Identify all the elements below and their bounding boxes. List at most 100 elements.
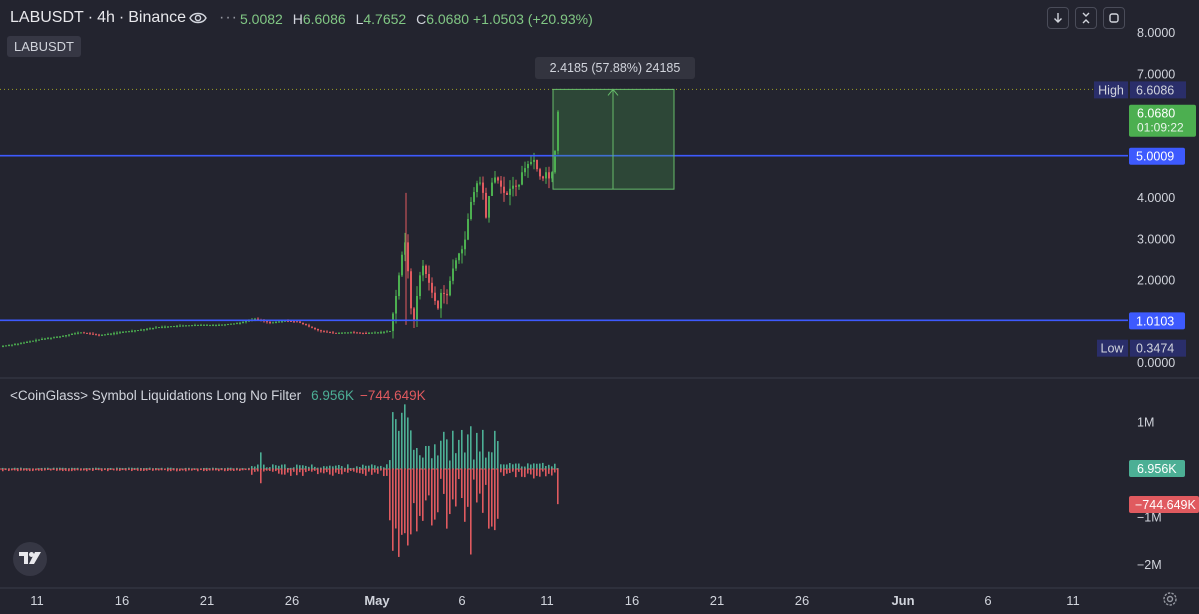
liquidation-bar-negative: [5, 469, 7, 471]
tradingview-logo-icon[interactable]: [13, 542, 47, 576]
liquidation-bar-negative: [239, 469, 241, 472]
liquidation-bar-negative: [140, 469, 142, 471]
candle-body: [344, 332, 346, 334]
liquidation-bar-negative: [326, 469, 328, 473]
x-axis-tick: 11: [1066, 593, 1080, 608]
liquidation-bar-negative: [383, 469, 385, 477]
arrow-down-icon[interactable]: [1047, 7, 1069, 29]
liquidation-bar-positive: [215, 467, 217, 469]
candle-body: [92, 333, 94, 335]
liquidation-bar-negative: [422, 469, 424, 521]
liquidation-bar-positive: [368, 465, 370, 469]
liquidation-bar-negative: [521, 469, 523, 477]
candle-body: [521, 172, 523, 185]
liquidation-bar-positive: [350, 468, 352, 469]
candle-body: [482, 182, 484, 193]
maximize-icon[interactable]: [1103, 7, 1125, 29]
liquidation-bar-positive: [284, 464, 286, 469]
candle-body: [389, 331, 391, 333]
liquidation-bar-positive: [83, 468, 85, 469]
candle-body: [422, 265, 424, 276]
liquidation-bar-negative: [32, 469, 34, 472]
eye-icon[interactable]: [189, 11, 207, 25]
candle-body: [98, 334, 100, 336]
candle-body: [158, 327, 160, 329]
indicator-negative-value: −744.649K: [359, 388, 426, 403]
liquidation-bar-negative: [323, 469, 325, 474]
candle-body: [284, 320, 286, 322]
liquidation-bar-negative: [242, 469, 244, 471]
candle-body: [104, 334, 106, 336]
candle-body: [182, 325, 184, 327]
candle-body: [23, 342, 25, 344]
candle-body: [425, 265, 427, 274]
liquidation-bar-negative: [215, 469, 217, 471]
candle-body: [281, 321, 283, 323]
x-axis-tick: 6: [984, 593, 991, 608]
liquidation-bar-negative: [413, 469, 415, 504]
liquidation-bar-positive: [281, 464, 283, 469]
candle-body: [293, 321, 295, 323]
more-icon[interactable]: ···: [219, 9, 238, 26]
x-axis-tick: 26: [795, 593, 809, 608]
candle-body: [533, 159, 535, 162]
candle-body: [353, 332, 355, 334]
title-separator: ·: [87, 9, 94, 26]
liquidation-bar-negative: [119, 469, 121, 471]
candle-body: [26, 341, 28, 343]
liquidation-bar-positive: [149, 467, 151, 469]
candle-body: [113, 333, 115, 335]
liquidation-bar-negative: [506, 469, 508, 474]
liquidation-bar-positive: [305, 465, 307, 469]
candle-body: [362, 332, 364, 334]
liquidation-bar-positive: [248, 467, 250, 469]
liquidation-bar-positive: [296, 464, 298, 469]
symbol-title[interactable]: LABUSDT · 4h · Binance: [10, 9, 190, 27]
x-axis-tick: 21: [710, 593, 724, 608]
candle-body: [185, 325, 187, 327]
candle-body: [515, 185, 517, 187]
candle-body: [29, 341, 31, 343]
settings-gear-icon[interactable]: [1162, 591, 1178, 607]
liquidation-bar-negative: [536, 469, 538, 476]
indicator-legend[interactable]: <CoinGlass> Symbol Liquidations Long No …: [10, 388, 426, 403]
liquidation-bar-negative: [365, 469, 367, 476]
candle-body: [449, 280, 451, 296]
liquidation-bar-positive: [65, 467, 67, 469]
liquidation-bar-negative: [530, 469, 532, 475]
liquidation-bar-negative: [89, 469, 91, 471]
liquidation-bar-negative: [278, 469, 280, 474]
candle-body: [455, 260, 457, 269]
liquidation-bar-positive: [71, 467, 73, 469]
liquidation-bar-negative: [464, 469, 466, 522]
candle-body: [311, 326, 313, 328]
liquidation-bar-negative: [428, 469, 430, 496]
candle-body: [413, 308, 415, 321]
candle-body: [548, 172, 550, 179]
symbol-tag[interactable]: LABUSDT: [7, 36, 81, 57]
liquidation-bar-negative: [440, 469, 442, 479]
liquidation-bar-negative: [473, 469, 475, 480]
liquidation-bar-negative: [11, 469, 13, 471]
liquidation-bar-positive: [371, 464, 373, 469]
open-value: 5.0082: [240, 11, 283, 27]
x-axis-tick: 6: [458, 593, 465, 608]
candle-body: [131, 330, 133, 332]
liquidation-bar-negative: [251, 469, 253, 475]
candle-body: [440, 292, 442, 309]
liquidation-bar-negative: [146, 469, 148, 471]
y-axis-tick: 0.0000: [1137, 356, 1175, 370]
liquidation-bar-positive: [116, 467, 118, 469]
liquidation-bar-positive: [386, 464, 388, 469]
liquidation-bar-negative: [80, 469, 82, 471]
liquidation-bar-negative: [494, 469, 496, 531]
liquidation-bar-negative: [380, 469, 382, 471]
liquidation-bar-negative: [401, 469, 403, 535]
candle-body: [152, 327, 154, 329]
liquidation-bar-positive: [236, 467, 238, 469]
liquidation-bar-positive: [434, 444, 436, 469]
liquidation-bar-positive: [389, 460, 391, 469]
liquidation-bar-negative: [455, 469, 457, 507]
collapse-icon[interactable]: [1075, 7, 1097, 29]
